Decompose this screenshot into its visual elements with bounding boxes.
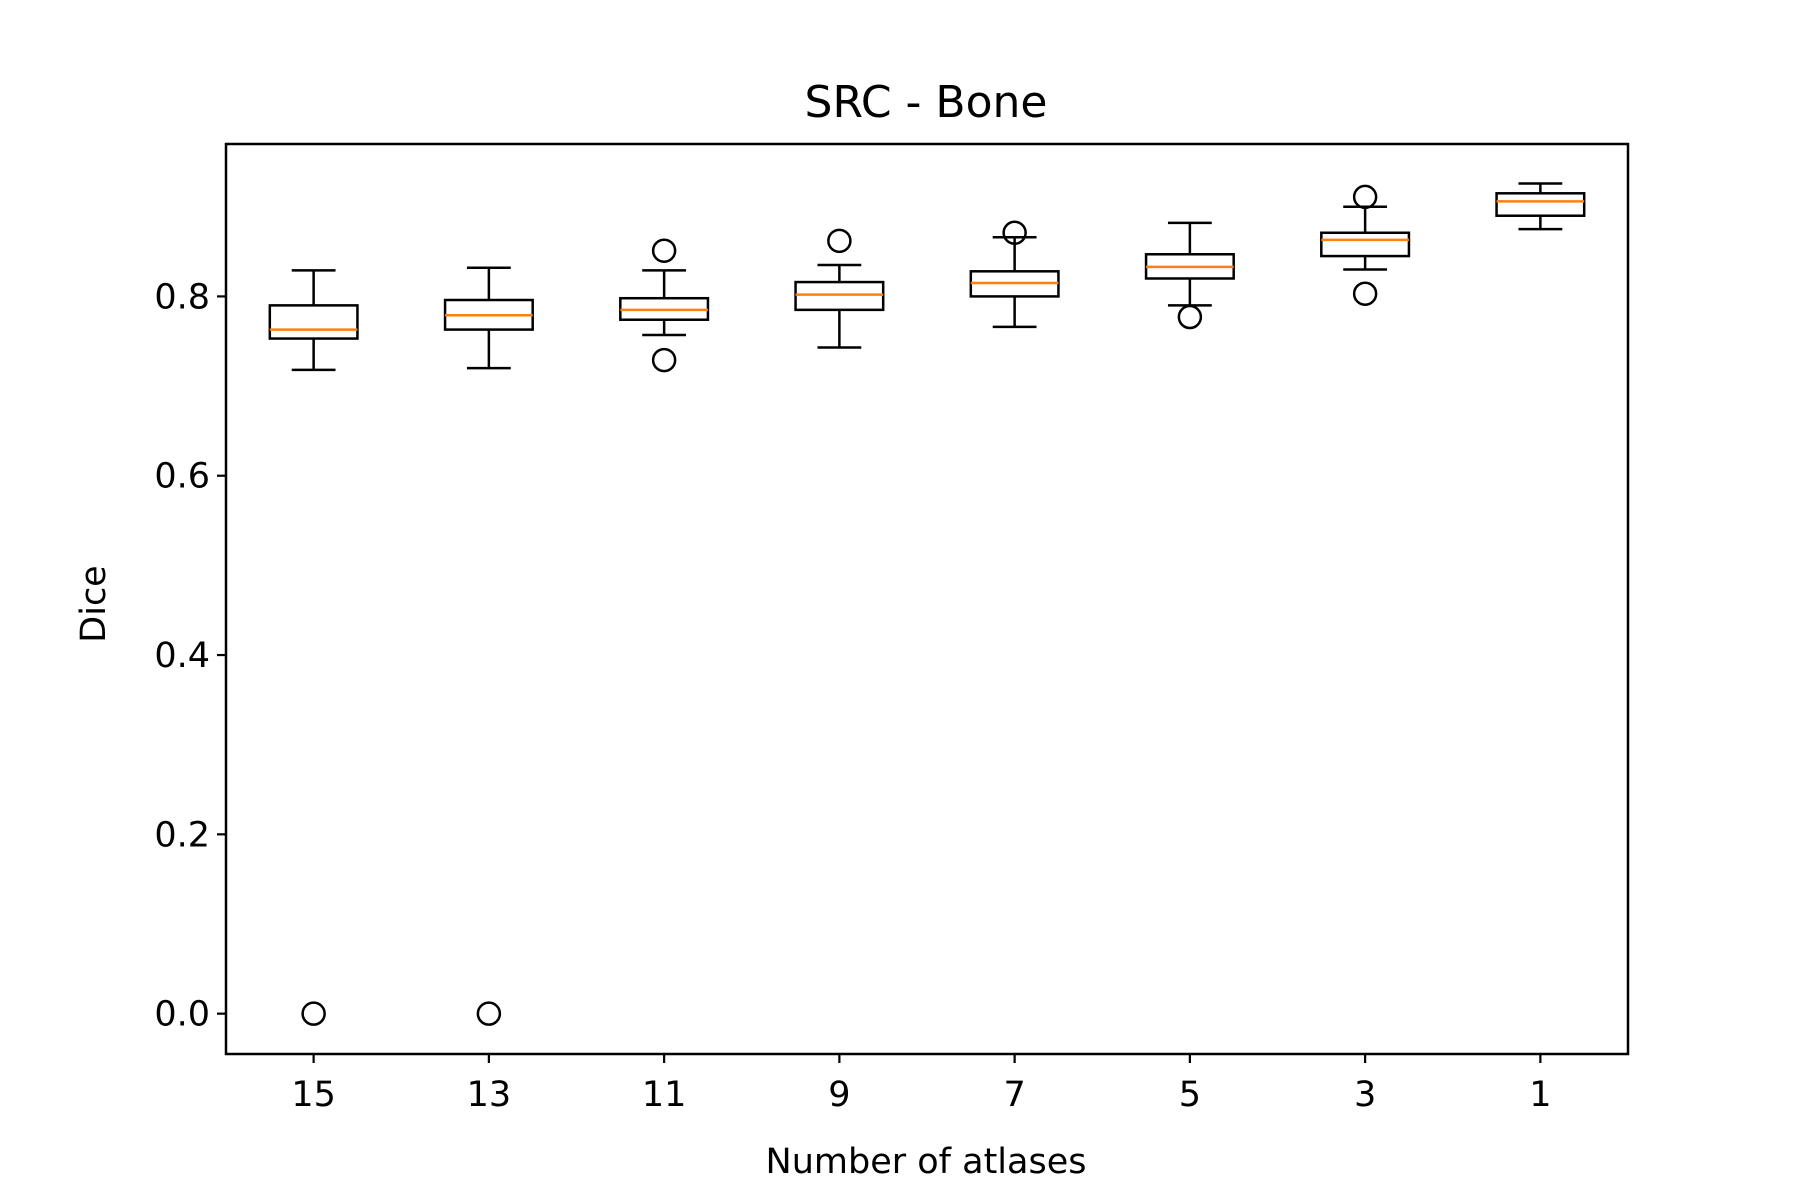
plot-area: [268, 182, 1586, 1026]
axes-frame: [224, 142, 1630, 1056]
outlier-point: [301, 1001, 326, 1026]
x-tick-label: 13: [467, 1075, 512, 1115]
x-tick-label: 15: [291, 1075, 336, 1115]
outlier-point: [651, 347, 677, 373]
x-axis-label: Number of atlases: [766, 1142, 1087, 1182]
x-tick-label: 3: [1354, 1075, 1376, 1115]
y-tick-label: 0.8: [154, 277, 210, 317]
x-tick-label: 7: [1003, 1075, 1025, 1115]
box-group-1: [1495, 182, 1586, 231]
x-tick-label: 1: [1529, 1075, 1551, 1115]
outlier-point: [1177, 304, 1203, 330]
chart-title: SRC - Bone: [805, 77, 1048, 128]
outlier-point: [1352, 281, 1378, 306]
box-iqr: [1495, 192, 1586, 217]
box-iqr: [1320, 231, 1411, 258]
y-tick-label: 0.2: [154, 815, 210, 855]
box-group-9: [794, 228, 885, 349]
y-tick-label: 0.4: [154, 636, 210, 676]
box-group-5: [1144, 221, 1235, 330]
box-group-11: [619, 238, 710, 373]
y-axis: 0.0 0.2 0.4 0.6 0.8: [154, 277, 226, 1035]
x-tick-label: 5: [1179, 1075, 1201, 1115]
box-group-3: [1320, 184, 1411, 306]
box-iqr: [794, 280, 885, 312]
y-tick-label: 0.6: [154, 457, 210, 497]
x-tick-label: 9: [828, 1075, 850, 1115]
box-group-15: [268, 269, 359, 1026]
outlier-point: [651, 238, 677, 263]
box-group-7: [969, 220, 1060, 329]
outlier-point: [476, 1001, 502, 1026]
y-tick-label: 0.0: [154, 995, 210, 1035]
y-axis-label: Dice: [74, 565, 114, 642]
outlier-point: [827, 228, 852, 254]
outlier-point: [1352, 184, 1378, 210]
box-group-13: [443, 266, 534, 1026]
outlier-point: [1002, 220, 1027, 246]
box-iqr: [268, 304, 359, 340]
x-tick-label: 11: [642, 1075, 687, 1115]
x-axis: 15 13 11 9 7 5 3 1: [291, 1054, 1552, 1115]
